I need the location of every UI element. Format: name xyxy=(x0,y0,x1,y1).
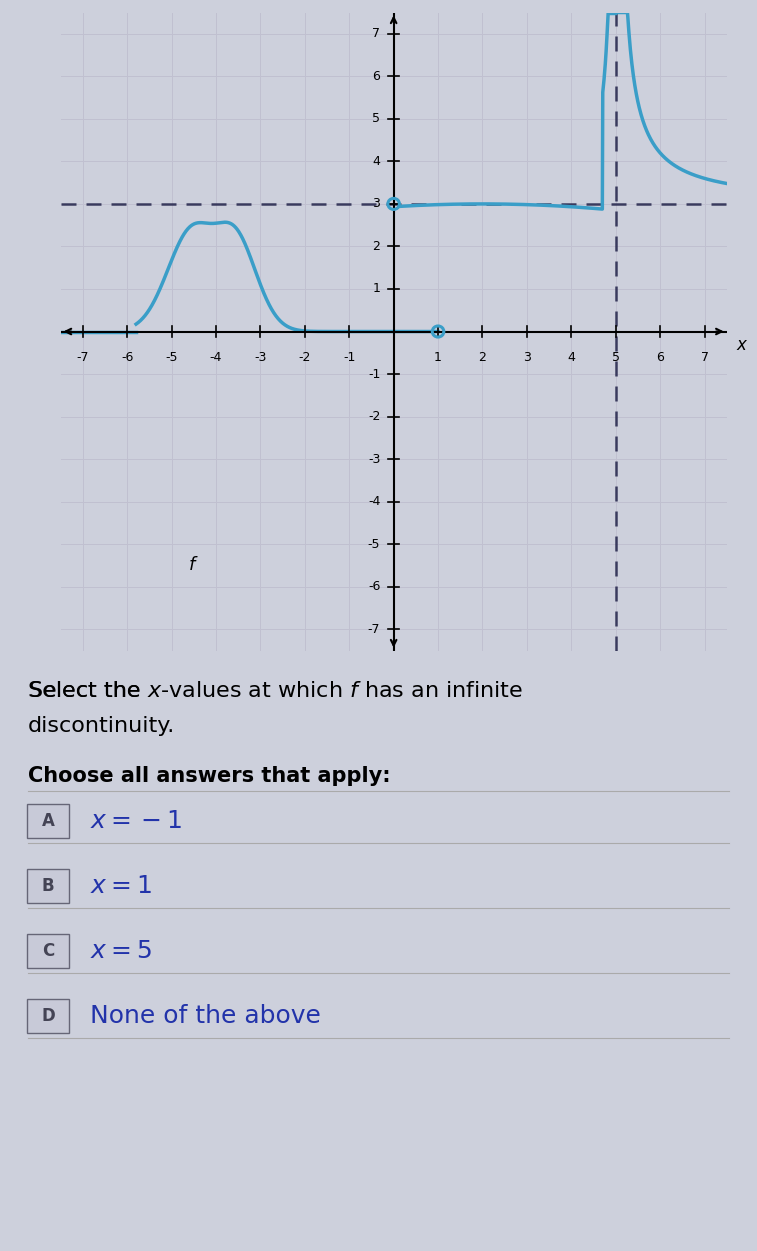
Text: -7: -7 xyxy=(368,623,380,636)
FancyBboxPatch shape xyxy=(27,933,69,967)
FancyBboxPatch shape xyxy=(27,868,69,902)
Text: B: B xyxy=(42,877,55,894)
Text: -5: -5 xyxy=(368,538,380,550)
Text: 4: 4 xyxy=(567,350,575,364)
FancyBboxPatch shape xyxy=(27,803,69,837)
Text: 1: 1 xyxy=(434,350,442,364)
Text: 7: 7 xyxy=(372,28,380,40)
Text: Select the $x$-values at which $f$ has an infinite: Select the $x$-values at which $f$ has a… xyxy=(28,681,523,701)
Text: -6: -6 xyxy=(121,350,133,364)
Text: -1: -1 xyxy=(368,368,380,380)
Text: 4: 4 xyxy=(372,155,380,168)
Text: discontinuity.: discontinuity. xyxy=(28,716,176,736)
Text: -3: -3 xyxy=(368,453,380,465)
Text: $x$: $x$ xyxy=(736,335,748,354)
Text: $f$: $f$ xyxy=(188,557,199,574)
Text: -2: -2 xyxy=(298,350,311,364)
Text: 6: 6 xyxy=(372,70,380,83)
Text: 2: 2 xyxy=(372,240,380,253)
Text: -4: -4 xyxy=(368,495,380,508)
Text: 3: 3 xyxy=(523,350,531,364)
Text: 5: 5 xyxy=(372,113,380,125)
Text: $x = 5$: $x = 5$ xyxy=(90,938,151,962)
Text: -2: -2 xyxy=(368,410,380,423)
Text: 2: 2 xyxy=(478,350,487,364)
Text: Select the: Select the xyxy=(28,681,148,701)
Text: 6: 6 xyxy=(656,350,664,364)
Text: -1: -1 xyxy=(343,350,356,364)
Text: D: D xyxy=(41,1007,55,1025)
Text: -6: -6 xyxy=(368,580,380,593)
Text: 7: 7 xyxy=(700,350,709,364)
FancyBboxPatch shape xyxy=(27,998,69,1032)
Text: 5: 5 xyxy=(612,350,620,364)
Text: $x = 1$: $x = 1$ xyxy=(90,873,151,897)
Text: -4: -4 xyxy=(210,350,223,364)
Text: -5: -5 xyxy=(165,350,178,364)
Text: C: C xyxy=(42,942,54,960)
Text: 1: 1 xyxy=(372,283,380,295)
Text: 3: 3 xyxy=(372,198,380,210)
Text: $x = -1$: $x = -1$ xyxy=(90,808,182,832)
Text: -3: -3 xyxy=(254,350,266,364)
Text: None of the above: None of the above xyxy=(90,1003,321,1027)
Text: A: A xyxy=(42,812,55,829)
Text: Choose all answers that apply:: Choose all answers that apply: xyxy=(28,766,391,786)
Text: -7: -7 xyxy=(76,350,89,364)
